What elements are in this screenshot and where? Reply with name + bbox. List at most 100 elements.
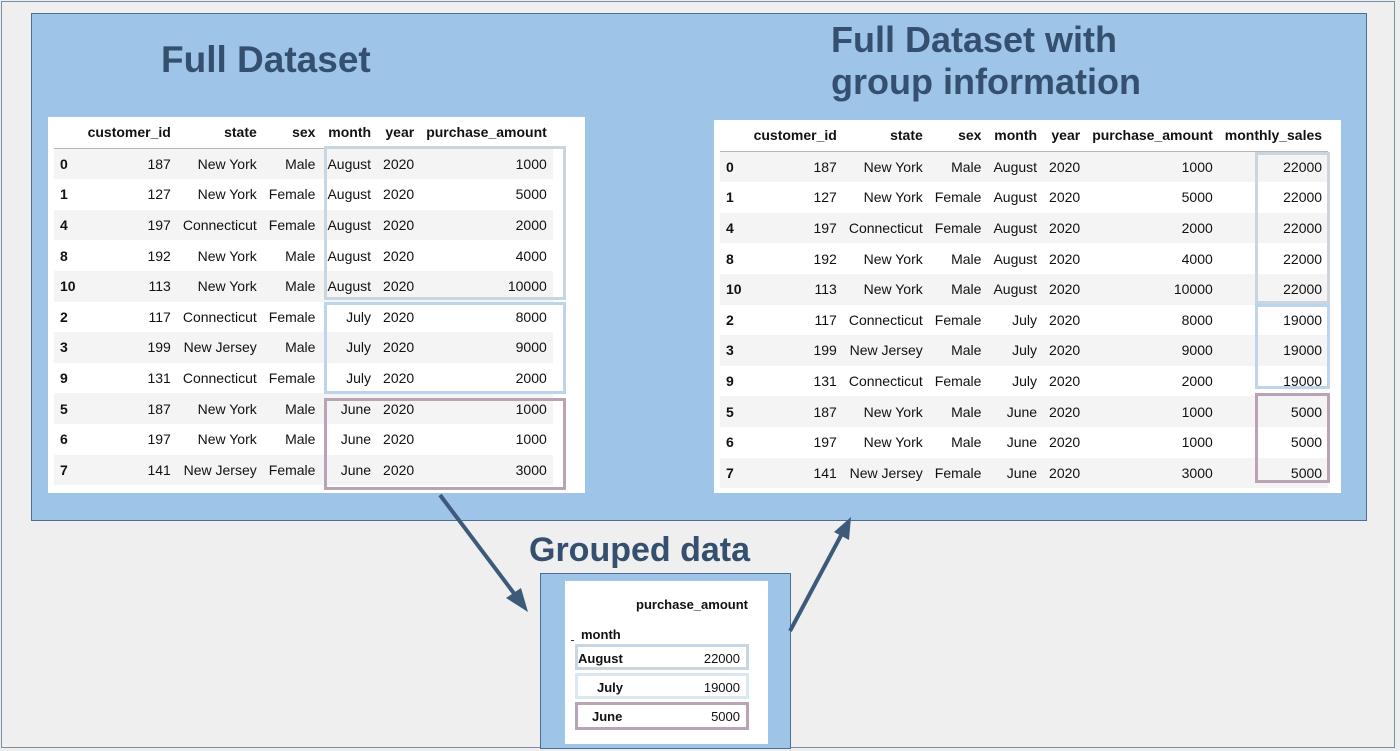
cell-month: June bbox=[340, 431, 372, 448]
cell-purchase-amount: 2000 bbox=[1181, 220, 1213, 237]
cell-year: 2020 bbox=[383, 339, 415, 356]
full-dataset-group-title-line2: group information bbox=[831, 61, 1141, 102]
grouped-row-july: July 19000 bbox=[575, 673, 749, 699]
cell-purchase-amount: 8000 bbox=[1181, 311, 1213, 328]
cell-sex: Male bbox=[951, 281, 982, 298]
table-row: 0 187 New York Male August 2020 1000 22000 bbox=[720, 151, 1329, 183]
table-row: 9 131 Connecticut Female July 2020 2000 19000 bbox=[720, 366, 1328, 397]
cell-year: 2020 bbox=[1049, 311, 1081, 328]
table-row: 5 187 New York Male June 2020 1000 5000 bbox=[720, 396, 1329, 427]
cell-state: New Jersey bbox=[183, 461, 257, 478]
row-index: 10 bbox=[726, 281, 742, 298]
table-row: 1 127 New York Female August 2020 5000 22000 bbox=[720, 182, 1328, 213]
row-index: 2 bbox=[60, 308, 68, 325]
table-row: 3 199 New Jersey Male July 2020 9000 bbox=[54, 332, 553, 363]
cell-state: Connecticut bbox=[848, 220, 923, 237]
cell-monthly-sales: 22000 bbox=[1283, 158, 1323, 175]
cell-customer-id: 127 bbox=[813, 189, 837, 206]
grouped-row-august: August 22000 bbox=[575, 644, 749, 670]
cell-year: 2020 bbox=[1049, 342, 1081, 359]
cell-sex: Female bbox=[268, 186, 316, 203]
index-header bbox=[720, 120, 748, 152]
row-index: 10 bbox=[60, 278, 76, 295]
column-header-customer-id: customer_id bbox=[81, 117, 177, 149]
grouped-row-key: June bbox=[592, 709, 623, 724]
cell-sex: Female bbox=[934, 373, 982, 390]
cell-purchase-amount: 3000 bbox=[515, 461, 547, 478]
cell-state: Connecticut bbox=[182, 308, 257, 325]
cell-purchase-amount: 1000 bbox=[1181, 158, 1213, 175]
table-row: 7 141 New Jersey Female June 2020 3000 bbox=[54, 454, 553, 486]
cell-state: New Jersey bbox=[183, 339, 257, 356]
cell-purchase-amount: 2000 bbox=[1181, 373, 1213, 390]
grouped-data-panel: purchase_amount month August 22000 July … bbox=[540, 573, 791, 749]
grouped-row-key: August bbox=[578, 651, 623, 666]
cell-month: August bbox=[993, 281, 1038, 298]
cell-customer-id: 131 bbox=[147, 370, 171, 387]
cell-customer-id: 199 bbox=[147, 339, 171, 356]
row-index: 5 bbox=[726, 403, 734, 420]
cell-year: 2020 bbox=[1049, 220, 1081, 237]
cell-purchase-amount: 9000 bbox=[515, 339, 547, 356]
cell-sex: Male bbox=[951, 342, 982, 359]
cell-state: Connecticut bbox=[848, 311, 923, 328]
cell-state: New York bbox=[863, 403, 923, 420]
cell-sex: Female bbox=[268, 308, 316, 325]
cell-customer-id: 113 bbox=[814, 281, 837, 298]
cell-month: August bbox=[327, 278, 372, 295]
row-index: 0 bbox=[726, 158, 734, 175]
full-dataset-table: customer_id state sex month year purchase_amo… bbox=[54, 117, 553, 486]
cell-year: 2020 bbox=[383, 461, 415, 478]
cell-state: New York bbox=[863, 434, 923, 451]
cell-year: 2020 bbox=[383, 247, 415, 264]
cell-purchase-amount: 4000 bbox=[1181, 250, 1213, 267]
index-tick bbox=[571, 640, 574, 641]
cell-monthly-sales: 5000 bbox=[1290, 464, 1323, 481]
full-dataset-group-title-line1: Full Dataset with bbox=[831, 19, 1118, 60]
cell-monthly-sales: 5000 bbox=[1290, 434, 1323, 451]
table-row: 8 192 New York Male August 2020 4000 22000 bbox=[720, 243, 1328, 274]
cell-year: 2020 bbox=[1049, 434, 1081, 451]
row-index: 3 bbox=[60, 339, 68, 356]
cell-month: August bbox=[993, 189, 1038, 206]
cell-state: Connecticut bbox=[182, 370, 257, 387]
cell-sex: Male bbox=[951, 403, 982, 420]
cell-customer-id: 127 bbox=[147, 186, 171, 203]
cell-sex: Female bbox=[934, 311, 982, 328]
row-index: 2 bbox=[726, 311, 734, 328]
cell-monthly-sales: 22000 bbox=[1283, 250, 1323, 267]
cell-monthly-sales: 22000 bbox=[1283, 189, 1323, 206]
table-row: 9 131 Connecticut Female July 2020 2000 bbox=[54, 363, 553, 394]
cell-state: New York bbox=[863, 281, 923, 298]
group-info-table-box: customer_id state sex month year purchase_amo… bbox=[714, 120, 1341, 493]
cell-state: New York bbox=[863, 250, 923, 267]
column-header-purchase-amount: purchase_amount bbox=[420, 117, 553, 149]
cell-sex: Female bbox=[934, 464, 982, 481]
cell-customer-id: 187 bbox=[813, 158, 837, 175]
column-header-state: state bbox=[176, 117, 263, 149]
cell-sex: Male bbox=[285, 339, 316, 356]
cell-year: 2020 bbox=[383, 308, 415, 325]
cell-month: June bbox=[1006, 434, 1038, 451]
column-header-sex: sex bbox=[928, 120, 988, 152]
cell-customer-id: 192 bbox=[813, 250, 837, 267]
cell-year: 2020 bbox=[383, 278, 415, 295]
cell-purchase-amount: 1000 bbox=[1181, 434, 1213, 451]
cell-year: 2020 bbox=[383, 370, 415, 387]
cell-month: June bbox=[1006, 464, 1038, 481]
column-header-month: month bbox=[321, 117, 378, 149]
cell-year: 2020 bbox=[1049, 281, 1081, 298]
group-info-table: customer_id state sex month year purchase_amo… bbox=[720, 120, 1329, 489]
cell-purchase-amount: 2000 bbox=[515, 217, 547, 234]
cell-year: 2020 bbox=[383, 400, 415, 417]
column-header-year: year bbox=[377, 117, 421, 149]
column-header-monthly-sales: monthly_sales bbox=[1218, 120, 1329, 152]
cell-state: Connecticut bbox=[848, 373, 923, 390]
grouped-column-header: purchase_amount bbox=[636, 597, 748, 612]
cell-state: Connecticut bbox=[182, 217, 257, 234]
cell-month: July bbox=[346, 308, 372, 325]
row-index: 8 bbox=[726, 250, 734, 267]
table-row: 7 141 New Jersey Female June 2020 3000 5000 bbox=[720, 457, 1329, 489]
cell-customer-id: 197 bbox=[813, 220, 837, 237]
cell-purchase-amount: 1000 bbox=[515, 400, 547, 417]
